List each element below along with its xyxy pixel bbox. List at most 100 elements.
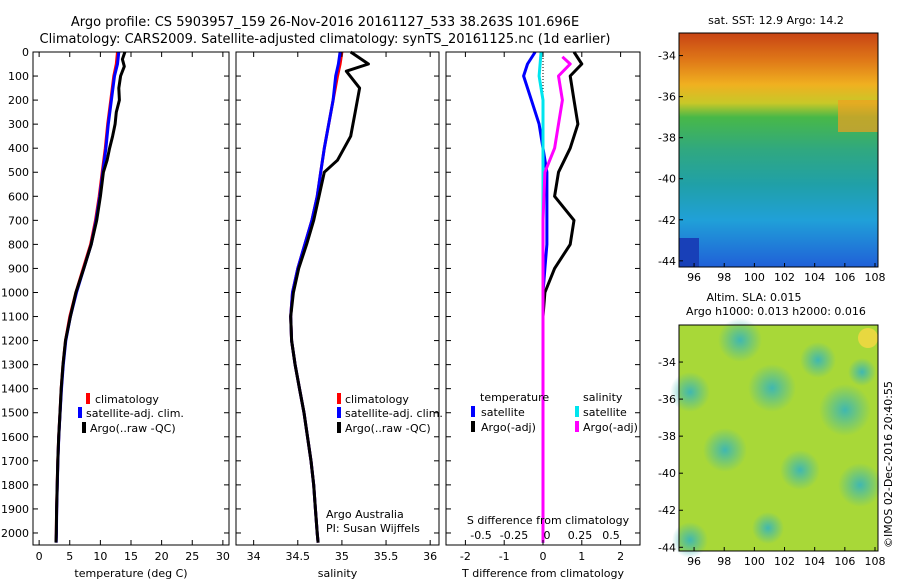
sla-map-frame [678, 324, 879, 552]
y-tick-label: 300 [8, 118, 29, 131]
y-tick-label: 2000 [1, 527, 29, 540]
y-tick-label: 700 [8, 214, 29, 227]
map-x-tick-label: 102 [774, 271, 795, 284]
x-tick-label: 0 [540, 550, 547, 563]
y-tick-label: 1900 [1, 503, 29, 516]
x-tick-label: 2 [617, 550, 624, 563]
x-tick-label: 25 [185, 550, 199, 563]
salinity-panel: 34 34.5 35 35.5 36 salinity [235, 50, 440, 580]
map-y-tick-label: -36 [658, 393, 676, 406]
x-tick-label: 35.5 [374, 550, 399, 563]
sla-eddy [848, 358, 876, 386]
y-tick-label: 1000 [1, 286, 29, 299]
legend-label-sat-sal: satellite [583, 406, 627, 419]
map-y-tick-label: -38 [658, 132, 676, 145]
sla-map-title-1: Altim. SLA: 0.015 [706, 291, 801, 304]
y-tick-label: 1800 [1, 479, 29, 492]
map-x-tick-label: 104 [804, 555, 825, 568]
map-y-tick-label: -38 [658, 430, 676, 443]
y-tick-label: 1600 [1, 431, 29, 444]
x-tick-label: 34 [247, 550, 261, 563]
legend-swatch-argo [82, 422, 86, 433]
y-tick-label: 200 [8, 94, 29, 107]
temperature-legend: climatology satellite-adj. clim. Argo(..… [78, 393, 184, 435]
sla-eddy [780, 450, 820, 490]
legend-label-climatology: climatology [95, 393, 159, 406]
x-tick-label: 36 [423, 550, 437, 563]
x-tick-label: -2 [460, 550, 471, 563]
sst-cold-patch [679, 238, 699, 267]
legend-swatch-argo-sal [575, 421, 579, 432]
legend-label-argo: Argo(..raw -QC) [90, 422, 176, 435]
legend-swatch-sat-temp [471, 406, 475, 417]
map-y-tick-label: -34 [658, 356, 676, 369]
sst-map-title: sat. SST: 12.9 Argo: 14.2 [708, 14, 844, 27]
map-x-tick-label: 106 [834, 555, 855, 568]
series-line-satellite-adj-clim- [54, 51, 121, 543]
sla-eddy [703, 428, 747, 472]
difference-legend: temperature salinity satellite Argo(-adj… [467, 391, 638, 542]
x-tick-label: -1 [499, 550, 510, 563]
map-x-tick-label: 100 [744, 271, 765, 284]
x-tick-label: 1 [578, 550, 585, 563]
x-tick-label: 34.5 [286, 550, 311, 563]
series-line-climatology [289, 51, 344, 543]
sla-eddy [670, 372, 710, 412]
sla-map-title-2: Argo h1000: 0.013 h2000: 0.016 [686, 305, 866, 318]
x-axis-label: salinity [318, 567, 358, 580]
legend-label-argo: Argo(..raw -QC) [345, 422, 431, 435]
x-tick-label: 5 [66, 550, 73, 563]
x-tick-label: 35 [335, 550, 349, 563]
legend-label-satellite: satellite-adj. clim. [86, 407, 184, 420]
y-tick-label: 500 [8, 166, 29, 179]
s-tick-label: 0.25 [568, 529, 593, 542]
series-line-argo-raw-qc- [289, 50, 370, 543]
legend-swatch-argo-temp [471, 421, 475, 432]
y-tick-label: 1500 [1, 407, 29, 420]
y-tick-label: 100 [8, 70, 29, 83]
map-y-tick-label: -44 [658, 541, 676, 554]
s-tick-label: -0.25 [500, 529, 528, 542]
y-tick-label: 600 [8, 190, 29, 203]
x-tick-label: 30 [216, 550, 230, 563]
map-x-tick-label: 108 [864, 555, 885, 568]
y-tick-label: 1300 [1, 359, 29, 372]
s-axis-label: S difference from climatology [467, 514, 630, 527]
y-tick-label: 400 [8, 142, 29, 155]
x-tick-label: 0 [36, 550, 43, 563]
x-axis-label: temperature (deg C) [74, 567, 187, 580]
difference-panel: -2 -1 0 1 2 T difference from climatology [445, 51, 641, 580]
y-tick-label: 800 [8, 238, 29, 251]
sst-axes: 96 98 100 102 104 106 108 -34 -36 -38 -40 -42 -44 [658, 50, 885, 284]
sla-high [858, 328, 878, 348]
x-axis-label: T difference from climatology [461, 567, 624, 580]
sla-eddy [672, 522, 708, 558]
series-line-argo-adj-salinity- [541, 55, 572, 543]
legend-label-argo-sal: Argo(-adj) [583, 421, 638, 434]
legend-label-climatology: climatology [345, 393, 409, 406]
sst-map-frame [678, 32, 879, 268]
temperature-panel: 0 5 10 15 20 25 30 temperature (deg C) 0 100 200 30… [1, 46, 230, 580]
legend-label-sat-temp: satellite [481, 406, 525, 419]
map-x-tick-label: 106 [834, 271, 855, 284]
title-line-2: Climatology: CARS2009. Satellite-adjuste… [40, 32, 611, 47]
legend-swatch-satellite [78, 407, 82, 418]
y-tick-label: 1700 [1, 455, 29, 468]
map-y-tick-label: -34 [658, 50, 676, 63]
map-y-tick-label: -42 [658, 504, 676, 517]
legend-swatch-argo [337, 422, 341, 433]
s-tick-label: -0.5 [470, 529, 491, 542]
salinity-legend: climatology satellite-adj. clim. Argo(..… [326, 393, 443, 535]
map-x-tick-label: 108 [864, 271, 885, 284]
sst-field [679, 33, 878, 267]
sla-eddy [718, 318, 762, 362]
y-tick-label: 1100 [1, 311, 29, 324]
sla-eddy [800, 342, 836, 378]
map-y-tick-label: -40 [658, 173, 676, 186]
map-y-tick-label: -40 [658, 467, 676, 480]
map-x-tick-label: 96 [687, 555, 701, 568]
map-x-tick-label: 98 [717, 271, 731, 284]
series-line-satellite-adj-clim- [289, 51, 342, 543]
map-y-tick-label: -44 [658, 255, 676, 268]
